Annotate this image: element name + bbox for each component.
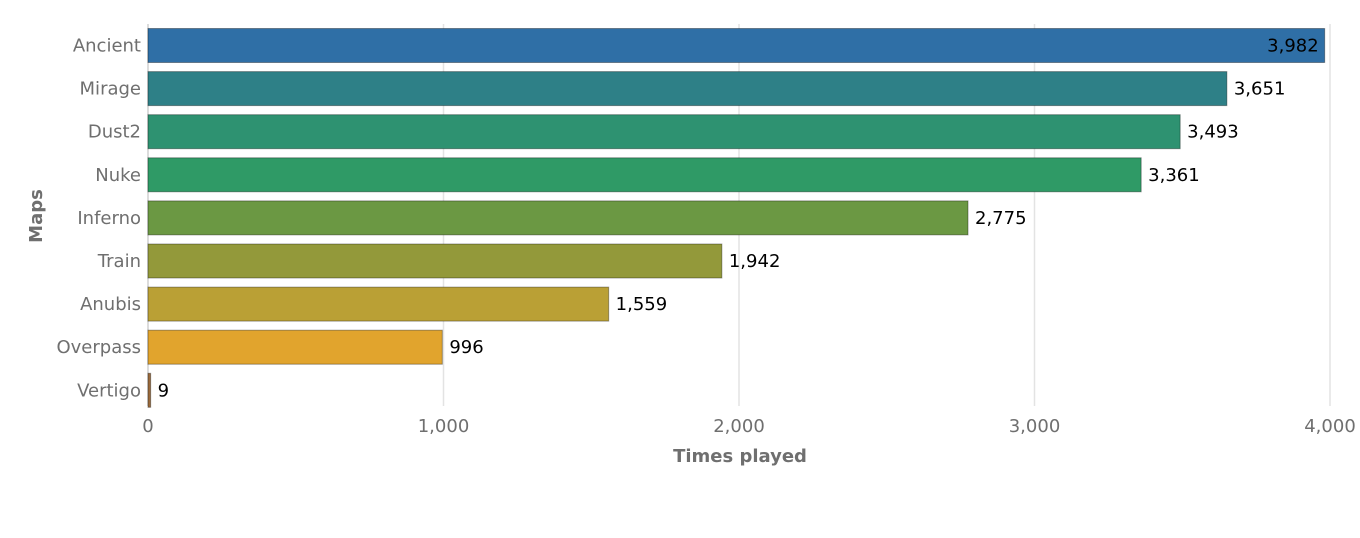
y-axis-title: Maps	[26, 189, 47, 243]
category-label-dust2: Dust2	[88, 122, 141, 143]
category-label-ancient: Ancient	[73, 36, 141, 57]
bar-dust2	[147, 114, 1181, 150]
bar-train	[147, 243, 723, 279]
category-label-mirage: Mirage	[80, 79, 141, 100]
bar-nuke	[147, 157, 1142, 193]
bars	[147, 28, 1326, 408]
category-label-vertigo: Vertigo	[77, 380, 141, 401]
value-label-mirage: 3,651	[1234, 79, 1286, 100]
bar-inferno	[147, 200, 969, 236]
value-label-ancient: 3,982	[1267, 36, 1319, 57]
x-tick-label: 1,000	[418, 416, 470, 437]
x-tick-label: 0	[142, 416, 153, 437]
category-labels: Ancient Mirage Dust2 Nuke Inferno Train Anubis…	[56, 36, 141, 402]
x-tick-label: 2,000	[713, 416, 765, 437]
category-label-anubis: Anubis	[80, 294, 141, 315]
category-label-nuke: Nuke	[95, 165, 141, 186]
value-label-train: 1,942	[729, 251, 781, 272]
category-label-train: Train	[97, 251, 141, 272]
bar-anubis	[147, 286, 610, 322]
x-tick-label: 3,000	[1009, 416, 1061, 437]
value-label-dust2: 3,493	[1187, 122, 1239, 143]
value-label-overpass: 996	[449, 337, 483, 358]
value-label-vertigo: 9	[158, 380, 169, 401]
x-axis-title: Times played	[673, 446, 807, 467]
value-labels: 3,982 3,651 3,493 3,361 2,775 1,942 1,559 996 9	[158, 36, 1319, 402]
x-tick-label: 4,000	[1304, 416, 1356, 437]
bar-overpass	[147, 329, 443, 365]
bar-vertigo	[147, 372, 152, 408]
x-tick-labels: 0 1,000 2,000 3,000 4,000	[142, 416, 1355, 437]
category-label-inferno: Inferno	[77, 208, 141, 229]
value-label-anubis: 1,559	[616, 294, 668, 315]
value-label-inferno: 2,775	[975, 208, 1027, 229]
value-label-nuke: 3,361	[1148, 165, 1200, 186]
bar-ancient	[147, 28, 1326, 63]
bar-mirage	[147, 71, 1228, 107]
category-label-overpass: Overpass	[56, 337, 141, 358]
